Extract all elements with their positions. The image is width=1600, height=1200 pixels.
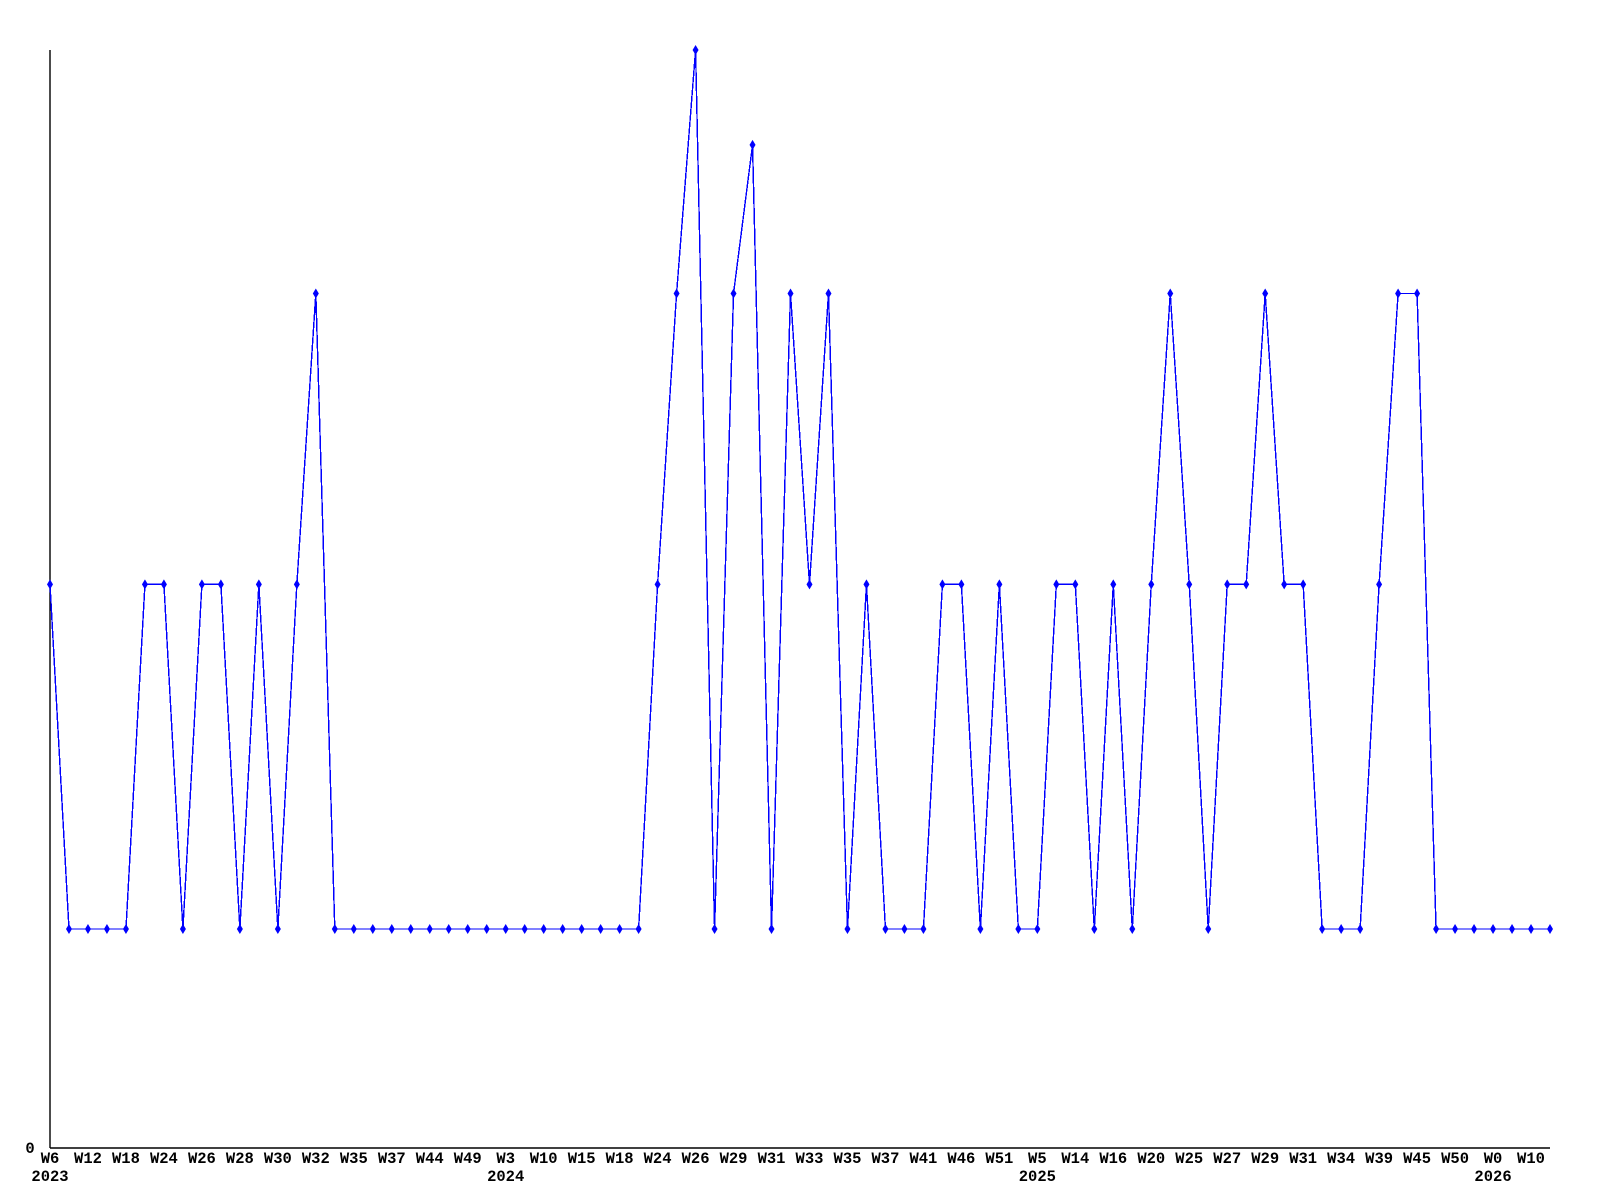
- svg-text:W28: W28: [226, 1150, 254, 1168]
- svg-text:W29: W29: [720, 1150, 748, 1168]
- svg-text:W6: W6: [41, 1150, 60, 1168]
- svg-text:W18: W18: [112, 1150, 140, 1168]
- svg-text:W34: W34: [1327, 1150, 1355, 1168]
- svg-text:W49: W49: [454, 1150, 482, 1168]
- svg-text:W31: W31: [1289, 1150, 1317, 1168]
- svg-text:W29: W29: [1251, 1150, 1279, 1168]
- svg-text:W50: W50: [1441, 1150, 1469, 1168]
- svg-text:0: 0: [25, 1140, 34, 1158]
- svg-text:W20: W20: [1137, 1150, 1165, 1168]
- svg-text:W26: W26: [682, 1150, 710, 1168]
- svg-text:W37: W37: [378, 1150, 406, 1168]
- svg-text:W25: W25: [1175, 1150, 1203, 1168]
- svg-text:W35: W35: [834, 1150, 862, 1168]
- svg-text:W15: W15: [568, 1150, 596, 1168]
- svg-text:W0: W0: [1484, 1150, 1503, 1168]
- svg-text:W51: W51: [985, 1150, 1013, 1168]
- svg-text:W26: W26: [188, 1150, 216, 1168]
- svg-text:W45: W45: [1403, 1150, 1431, 1168]
- svg-text:W5: W5: [1028, 1150, 1047, 1168]
- svg-text:2024: 2024: [487, 1168, 524, 1186]
- svg-text:W24: W24: [644, 1150, 672, 1168]
- svg-text:W37: W37: [871, 1150, 899, 1168]
- svg-text:2023: 2023: [31, 1168, 68, 1186]
- svg-text:W10: W10: [1517, 1150, 1545, 1168]
- svg-text:W32: W32: [302, 1150, 330, 1168]
- svg-text:W33: W33: [796, 1150, 824, 1168]
- svg-text:W24: W24: [150, 1150, 178, 1168]
- svg-text:W39: W39: [1365, 1150, 1393, 1168]
- svg-text:W12: W12: [74, 1150, 102, 1168]
- svg-text:W3: W3: [496, 1150, 515, 1168]
- svg-text:W44: W44: [416, 1150, 444, 1168]
- svg-text:W16: W16: [1099, 1150, 1127, 1168]
- svg-text:2026: 2026: [1474, 1168, 1511, 1186]
- svg-text:W18: W18: [606, 1150, 634, 1168]
- svg-text:W31: W31: [758, 1150, 786, 1168]
- svg-text:W27: W27: [1213, 1150, 1241, 1168]
- svg-text:W30: W30: [264, 1150, 292, 1168]
- svg-text:W10: W10: [530, 1150, 558, 1168]
- svg-text:2025: 2025: [1019, 1168, 1056, 1186]
- svg-text:W14: W14: [1061, 1150, 1089, 1168]
- svg-text:W35: W35: [340, 1150, 368, 1168]
- svg-text:W46: W46: [947, 1150, 975, 1168]
- svg-text:W41: W41: [909, 1150, 937, 1168]
